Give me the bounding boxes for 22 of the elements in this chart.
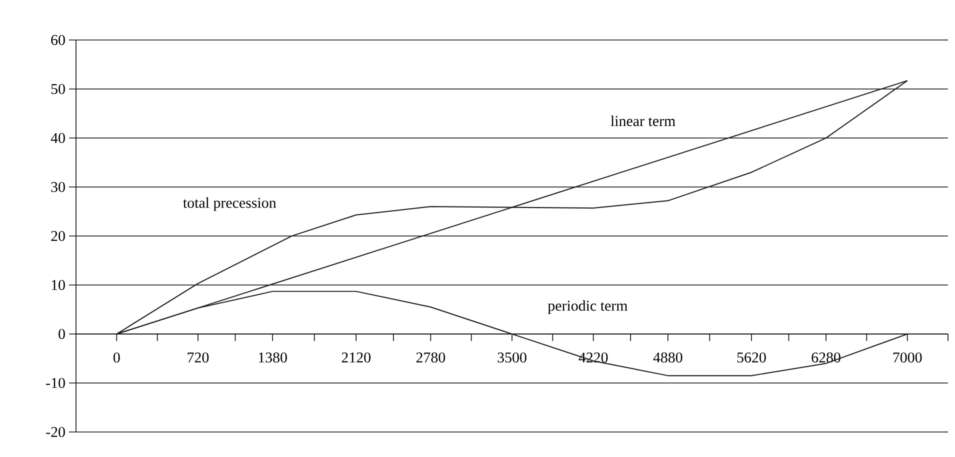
x-tick-label: 5620 xyxy=(737,352,766,363)
x-tick-label: 7000 xyxy=(893,352,922,363)
x-tick-label: 2780 xyxy=(416,352,446,363)
x-tick-label: 6280 xyxy=(812,352,840,363)
y-tick-label: 10 xyxy=(52,280,65,290)
y-tick-label: 20 xyxy=(51,230,65,242)
series-label: total precession xyxy=(183,197,276,211)
y-tick-label: 50 xyxy=(51,84,65,94)
x-tick-label: 0 xyxy=(113,352,120,363)
y-tick-label: 40 xyxy=(50,132,65,144)
x-tick-label: 1380 xyxy=(258,352,287,363)
series-label: linear term xyxy=(610,116,676,126)
text: periodic term xyxy=(548,300,628,314)
y-tick-label: -20 xyxy=(46,426,65,438)
x-tick-label: 4880 xyxy=(653,352,682,363)
y-tick-label: 0 xyxy=(58,328,65,340)
y-tick-label: 30 xyxy=(51,182,65,192)
x-tick-label: 2120 xyxy=(342,352,371,363)
y-tick-label: -10 xyxy=(46,378,65,388)
x-tick-label: 720 xyxy=(188,352,209,363)
x-tick-label: 3500 xyxy=(498,352,526,363)
y-tick-label: 60 xyxy=(51,34,65,46)
